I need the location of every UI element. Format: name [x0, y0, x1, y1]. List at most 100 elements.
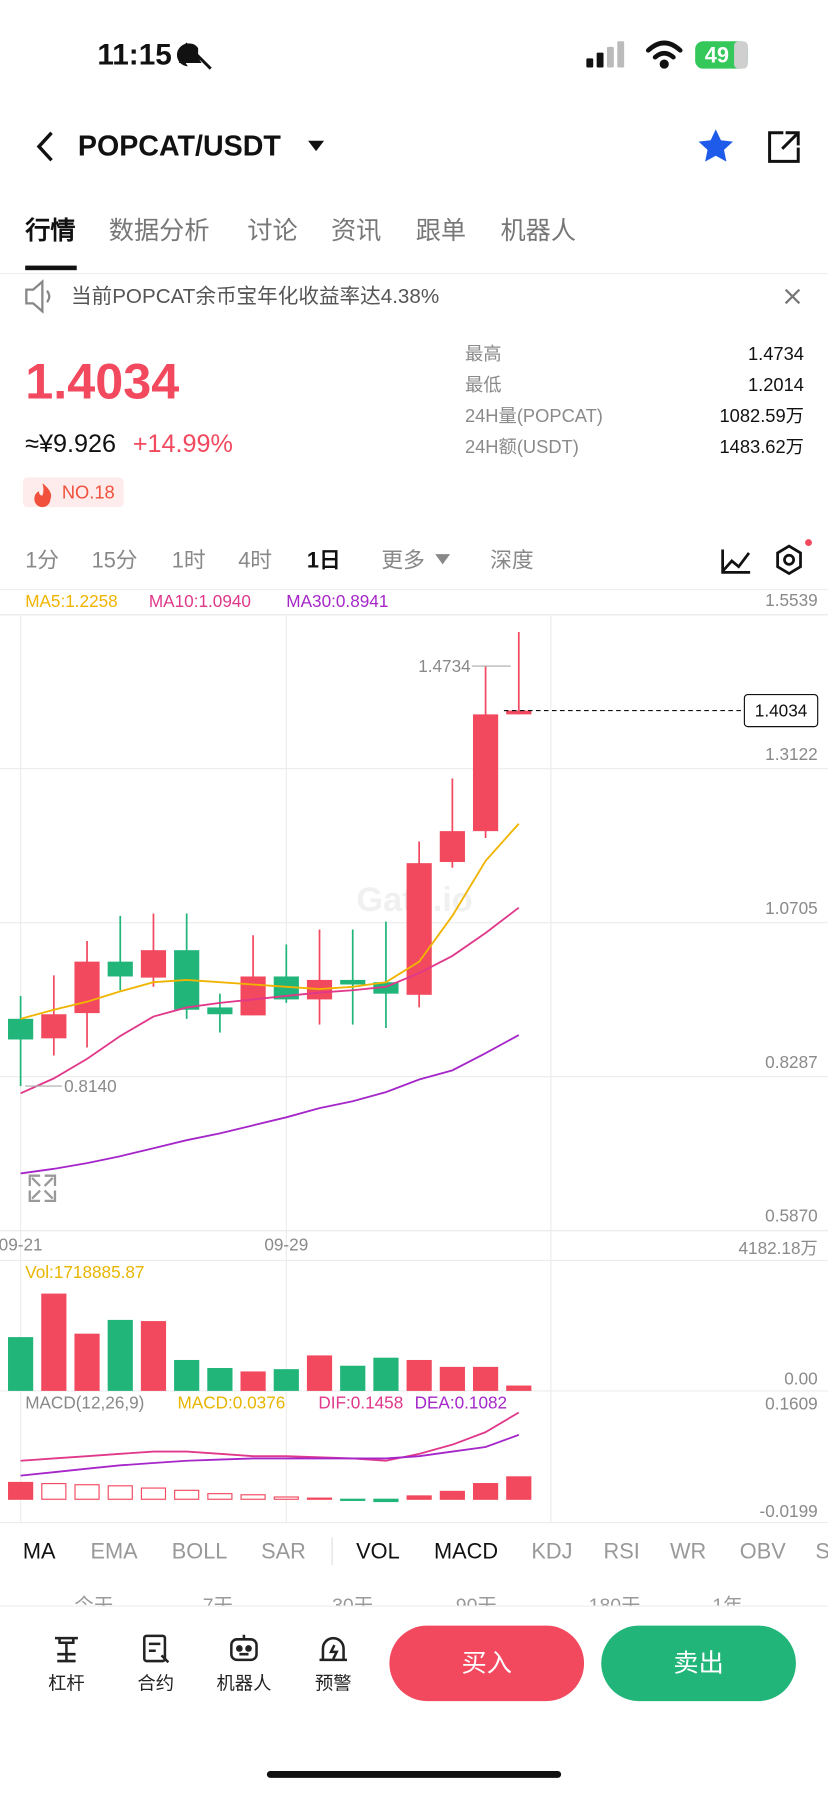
tab-underline — [25, 265, 77, 271]
macd-bar — [340, 1498, 366, 1501]
indicator-bar: MA EMA BOLL SAR VOL MACD KDJ RSI WR OBV S — [23, 1539, 828, 1564]
candle-body — [340, 979, 366, 985]
chart-settings-icon[interactable] — [776, 544, 802, 576]
notice-close[interactable] — [784, 288, 801, 305]
cny-price: ≈¥9.926 — [25, 430, 116, 458]
notification-dot — [805, 539, 812, 547]
buy-label[interactable]: 买入 — [462, 1649, 512, 1677]
pair-title[interactable]: POPCAT/USDT — [78, 131, 281, 163]
tab[interactable]: 讨论 — [247, 217, 297, 245]
wifi-icon — [645, 40, 683, 69]
line-series — [20, 1411, 520, 1462]
candle-body — [107, 961, 133, 977]
interval-option[interactable]: 15分 — [92, 547, 138, 572]
sell-label[interactable]: 卖出 — [673, 1649, 723, 1677]
tab[interactable]: 跟单 — [416, 217, 466, 245]
tool-label[interactable]: 杠杆 — [48, 1672, 85, 1693]
candle-body — [472, 714, 499, 832]
y-tick-label: 4182.18万 — [739, 1238, 818, 1258]
volume-bar — [472, 1366, 499, 1391]
macd-bar — [373, 1498, 399, 1503]
contract-icon — [143, 1634, 170, 1664]
legend-entry: MA30:0.8941 — [286, 591, 388, 611]
tool-label[interactable]: 机器人 — [216, 1672, 271, 1693]
y-tick-label: 0.5870 — [765, 1206, 817, 1226]
fullscreen-icon[interactable] — [28, 1174, 57, 1203]
tab[interactable]: 机器人 — [500, 217, 576, 245]
indicator-option[interactable]: S — [815, 1539, 828, 1564]
interval-option[interactable]: 1分 — [25, 547, 59, 572]
interval-option[interactable]: 更多 — [381, 547, 425, 572]
flame-icon — [34, 483, 52, 508]
stats: 最高 1.4734 最低 1.2014 24H量(POPCAT) 1082.59万 24H额… — [465, 343, 804, 457]
indicator-option[interactable]: OBV — [740, 1539, 786, 1564]
volume-bar — [306, 1355, 333, 1391]
notice-text[interactable]: 当前POPCAT余币宝年化收益率达4.38% — [71, 285, 439, 308]
volume-title: Vol:1718885.87 — [25, 1262, 144, 1282]
label-bg — [407, 654, 472, 678]
indicator-option[interactable]: WR — [670, 1539, 706, 1564]
buy-button[interactable] — [389, 1625, 585, 1702]
back-button[interactable] — [36, 131, 53, 162]
tab[interactable]: 数据分析 — [109, 217, 210, 245]
volume-bar — [506, 1385, 532, 1391]
macd-bar — [306, 1497, 333, 1500]
stat-value: 1483.62万 — [719, 436, 803, 457]
candle-body — [273, 976, 299, 1000]
last-price-box — [743, 694, 819, 728]
indicator-option[interactable]: RSI — [604, 1539, 640, 1564]
macd-bar — [174, 1489, 200, 1500]
volume-bar — [74, 1333, 100, 1391]
tab[interactable]: 资讯 — [331, 217, 381, 245]
tab-bar: 行情 数据分析 讨论 资讯 跟单 机器人 — [24, 217, 576, 245]
candle-body — [373, 982, 399, 994]
favorite-star[interactable] — [698, 129, 733, 162]
volume-bar — [439, 1366, 465, 1391]
indicator-option[interactable]: MA — [23, 1539, 56, 1564]
indicator-option[interactable]: KDJ — [531, 1539, 572, 1564]
y-tick-label: 1.3122 — [765, 744, 817, 764]
y-tick-label: 0.1609 — [765, 1393, 817, 1413]
indicator-option[interactable]: SAR — [261, 1539, 306, 1564]
y-tick-label: 0.00 — [784, 1368, 817, 1388]
stat-label: 24H额(USDT) — [465, 436, 579, 457]
tool-label[interactable]: 预警 — [315, 1672, 352, 1693]
interval-option[interactable]: 4时 — [238, 547, 272, 572]
y-tick-label: 1.5539 — [765, 590, 817, 610]
indicator-option[interactable]: EMA — [90, 1539, 138, 1564]
y-tick-label: 0.8287 — [765, 1052, 817, 1072]
interval-option[interactable]: 1时 — [172, 547, 206, 572]
stat-label: 24H量(POPCAT) — [465, 405, 603, 426]
more-dropdown — [435, 554, 451, 565]
leverage-icon — [54, 1636, 78, 1663]
indicator-settings-icon[interactable] — [721, 549, 751, 574]
price-change: +14.99% — [133, 430, 233, 458]
macd-bar — [107, 1485, 133, 1500]
low-label: 0.8140 — [64, 1076, 116, 1096]
indicator-option[interactable]: MACD — [434, 1539, 498, 1564]
tool-bar: 杠杆 合约 机器人 预警 — [48, 1672, 351, 1693]
stat-value: 1.2014 — [748, 374, 804, 395]
chart-area: 1.5539 1.3122 1.0705 0.8287 0.5870 09-21 09-29… — [0, 590, 828, 1523]
volume-bar — [207, 1367, 233, 1391]
share-button[interactable] — [768, 131, 800, 163]
sell-button[interactable] — [601, 1625, 796, 1702]
rank-text: NO.18 — [62, 482, 115, 503]
stat-value: 1082.59万 — [719, 405, 803, 426]
candle-body — [140, 950, 167, 978]
tool-label[interactable]: 合约 — [137, 1672, 174, 1693]
indicator-option[interactable]: BOLL — [172, 1539, 228, 1564]
macd-bar — [273, 1496, 299, 1500]
interval-option[interactable]: 深度 — [490, 547, 534, 572]
indicator-option[interactable]: VOL — [356, 1539, 400, 1564]
candle-body — [240, 976, 266, 1016]
macd-bar — [406, 1495, 432, 1500]
volume-bar — [41, 1293, 67, 1391]
battery-empty — [734, 41, 748, 69]
y-tick-label: 1.0705 — [765, 898, 817, 918]
speaker-icon — [25, 279, 51, 314]
volume-bar — [406, 1359, 432, 1391]
pair-dropdown[interactable] — [308, 140, 325, 152]
interval-option[interactable]: 1日 — [307, 547, 341, 572]
tab[interactable]: 行情 — [24, 217, 75, 245]
